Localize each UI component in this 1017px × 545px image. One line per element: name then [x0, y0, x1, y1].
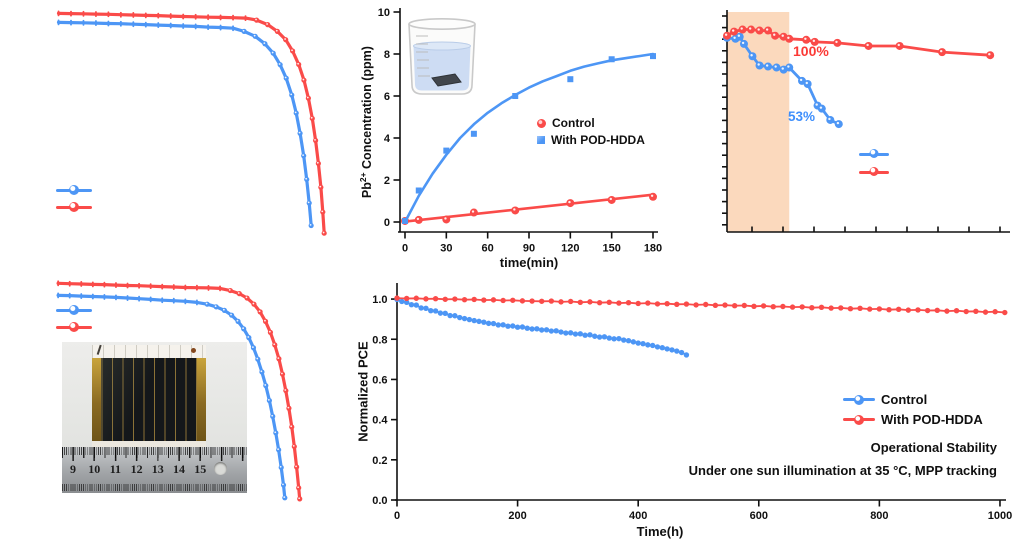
- module-top-strip: [92, 344, 206, 358]
- module-active-area: [92, 358, 206, 441]
- pb-legend-control: Control: [537, 116, 595, 130]
- jv-bottom-legend-red: [56, 321, 92, 333]
- stability-legend-treated: With POD-HDDA: [843, 412, 983, 427]
- pb-y-axis-label: Pb2+ Concentration (ppm): [357, 46, 375, 199]
- legend-marker-blue-icon: [56, 304, 92, 316]
- legend-marker-blue-icon: [859, 148, 889, 160]
- svg-text:6: 6: [384, 91, 390, 103]
- legend-marker-red-icon: [56, 201, 92, 213]
- stability-legend-control-label: Control: [881, 392, 928, 407]
- svg-text:0.2: 0.2: [372, 455, 387, 467]
- ruler-number: 10: [88, 462, 101, 476]
- svg-text:1.0: 1.0: [372, 294, 387, 306]
- shaded-panel-legend-red: [859, 166, 889, 178]
- stability-legend-control: Control: [843, 392, 927, 407]
- ruler-number: 12: [130, 462, 143, 476]
- svg-text:400: 400: [629, 510, 647, 522]
- svg-text:0.8: 0.8: [372, 334, 387, 346]
- module-gold-contact-right: [197, 358, 206, 441]
- handwritten-mark: [96, 344, 110, 358]
- svg-text:4: 4: [384, 133, 391, 145]
- legend-dot-red-icon: [537, 118, 546, 128]
- svg-text:180: 180: [644, 243, 662, 255]
- jv-top-legend-red: [56, 201, 92, 213]
- operational-stability-note: Operational Stability: [870, 440, 997, 455]
- svg-text:800: 800: [870, 510, 888, 522]
- svg-text:0.0: 0.0: [372, 495, 387, 507]
- retention-100-label: 100%: [793, 43, 829, 59]
- module-gold-contact-left: [92, 358, 101, 441]
- svg-text:2: 2: [384, 175, 390, 187]
- legend-marker-red-icon: [56, 321, 92, 333]
- ruler-number: 9: [70, 462, 76, 476]
- pb-legend-treated: With POD-HDDA: [537, 133, 645, 147]
- svg-text:0: 0: [384, 217, 390, 229]
- svg-text:150: 150: [602, 243, 620, 255]
- module-photo: 9 10 11 12 13 14 15: [62, 342, 247, 493]
- legend-marker-blue-icon: [843, 394, 875, 406]
- svg-text:10: 10: [378, 7, 390, 19]
- stability-legend-treated-label: With POD-HDDA: [881, 412, 983, 427]
- pb-legend-treated-label: With POD-HDDA: [551, 133, 645, 147]
- svg-text:0: 0: [394, 510, 400, 522]
- svg-text:30: 30: [440, 243, 452, 255]
- svg-text:600: 600: [750, 510, 768, 522]
- ruler-number: 14: [173, 462, 185, 476]
- shaded-panel-legend-blue: [859, 148, 889, 160]
- svg-text:0.6: 0.6: [372, 374, 387, 386]
- svg-text:0.4: 0.4: [372, 415, 388, 427]
- test-conditions-note: Under one sun illumination at 35 °C, MPP…: [688, 463, 997, 478]
- svg-text:1000: 1000: [988, 510, 1012, 522]
- svg-text:200: 200: [508, 510, 526, 522]
- svg-text:90: 90: [523, 243, 535, 255]
- ruler-number: 13: [151, 462, 164, 476]
- steel-ruler: 9 10 11 12 13 14 15: [62, 447, 247, 493]
- legend-marker-blue-icon: [56, 184, 92, 196]
- legend-square-blue-icon: [537, 136, 545, 144]
- beaker-illustration: [408, 18, 476, 95]
- retention-53-label: 53%: [788, 109, 816, 124]
- pce-x-axis-label: Time(h): [636, 524, 684, 539]
- jv-top-legend-blue: [56, 184, 92, 196]
- pb-x-axis-label: time(min): [499, 255, 559, 270]
- ruler-number: 11: [109, 462, 122, 476]
- stain-spot: [191, 348, 196, 353]
- svg-text:8: 8: [384, 49, 390, 61]
- svg-text:0: 0: [402, 243, 408, 255]
- legend-marker-red-icon: [843, 414, 875, 426]
- ruler-number: 15: [194, 462, 207, 476]
- pce-y-axis-label: Normalized PCE: [355, 341, 371, 442]
- perovskite-module: [92, 344, 206, 449]
- ruler-hole: [214, 462, 227, 475]
- module-bottom-strip: [92, 441, 206, 449]
- svg-text:60: 60: [482, 243, 494, 255]
- legend-marker-red-icon: [859, 166, 889, 178]
- svg-text:120: 120: [561, 243, 579, 255]
- jv-bottom-legend-blue: [56, 304, 92, 316]
- pb-legend-control-label: Control: [552, 116, 595, 130]
- film-sample-icon: [431, 73, 462, 87]
